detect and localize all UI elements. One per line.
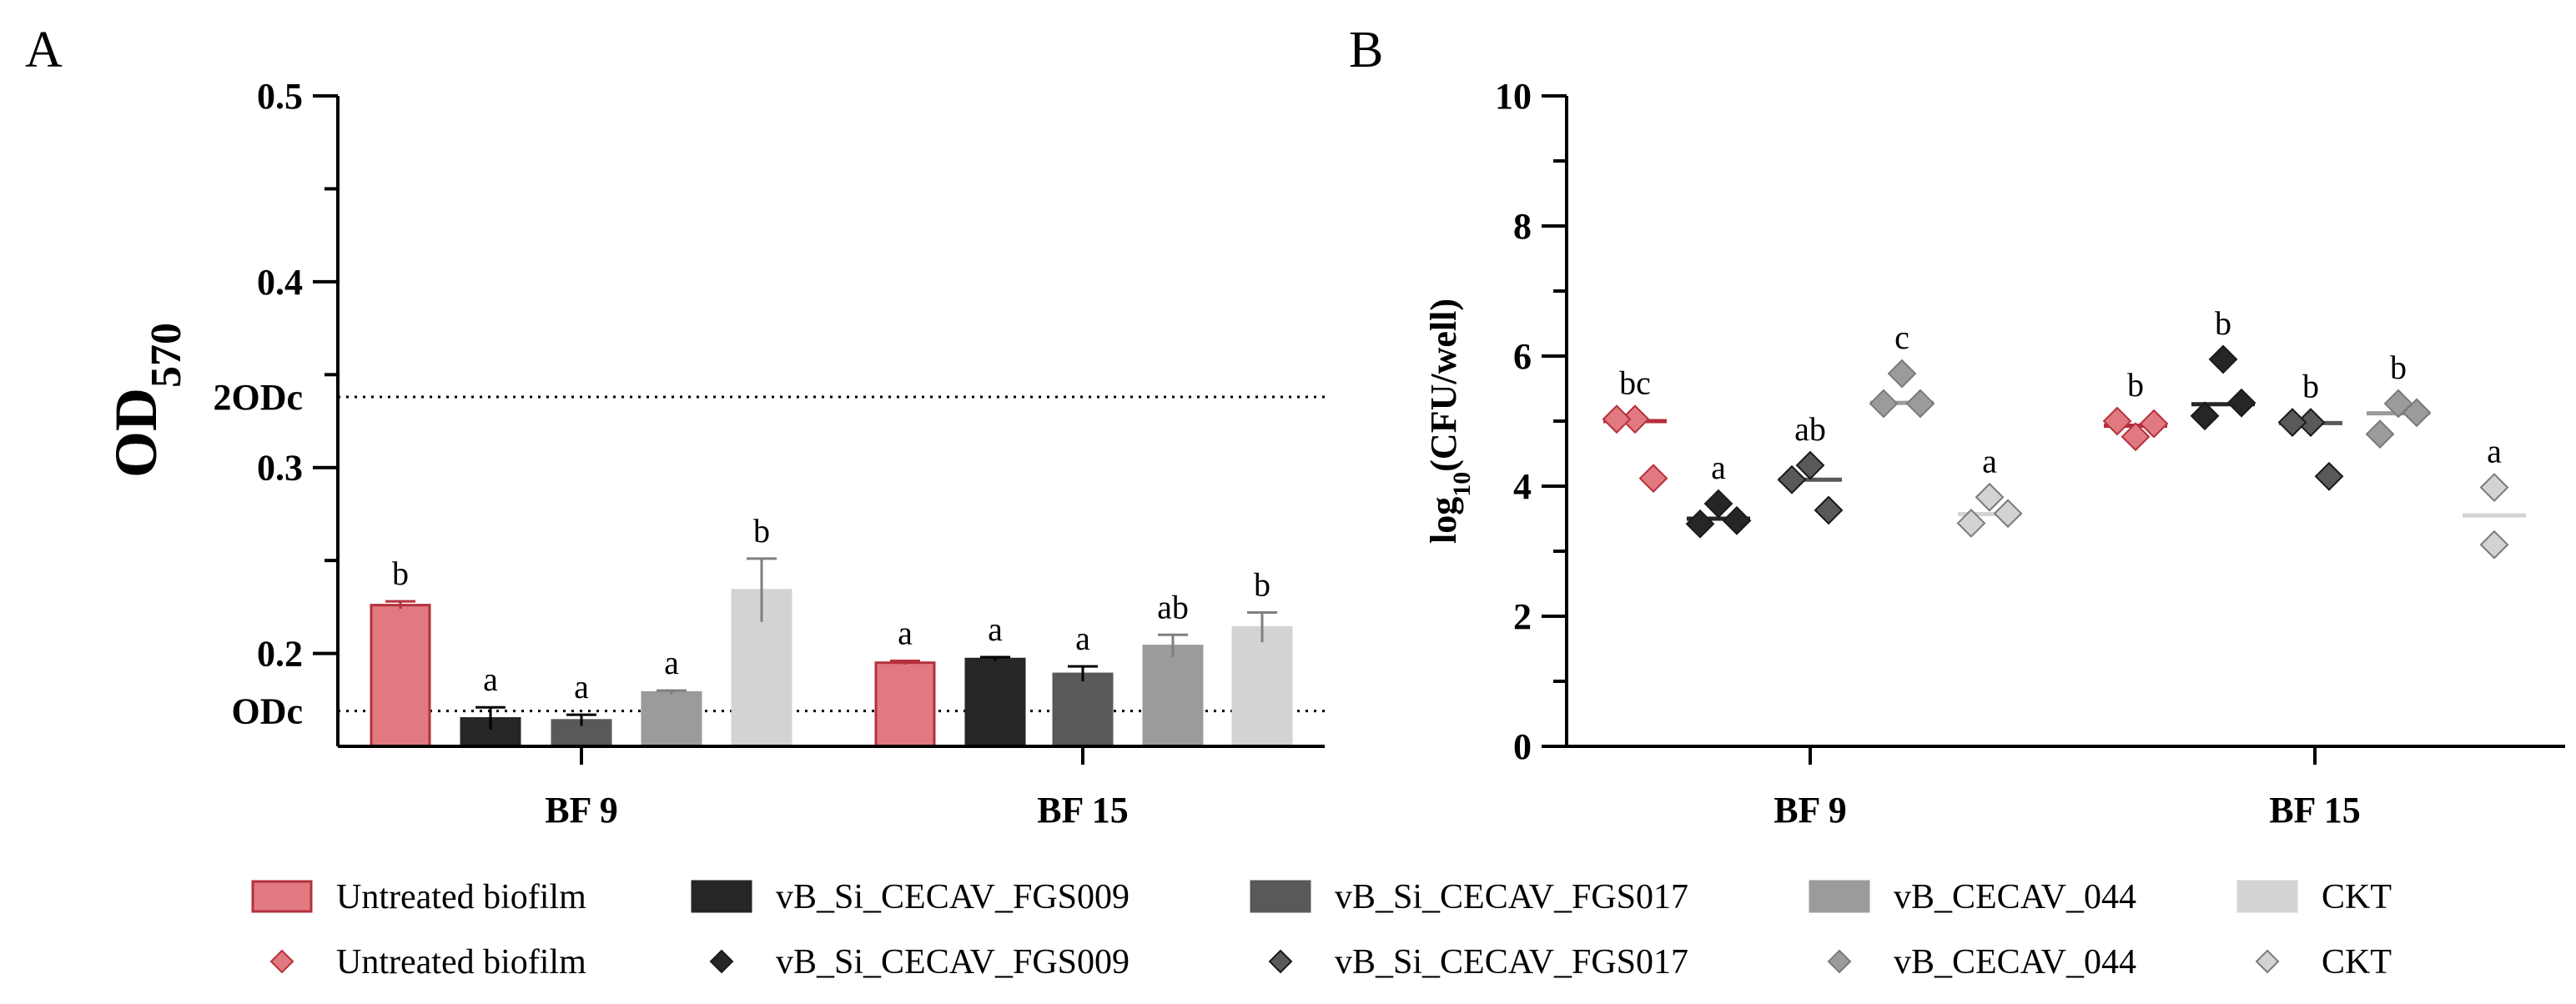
- bar-ckt-bf-15: [1231, 625, 1293, 748]
- data-point-untreated-biofilm: [1638, 464, 1668, 494]
- significance-letter: b: [753, 512, 770, 550]
- x-group-label-bf-9: BF 9: [545, 790, 618, 831]
- legend-marker-label-vb-cecav-044: vB_CECAV_044: [1894, 943, 2136, 981]
- bar-untreated-biofilm-bf-9: [370, 604, 431, 748]
- data-point-untreated-biofilm: [1602, 404, 1632, 434]
- data-point-vb-si-cecav-fgs017: [2277, 408, 2307, 437]
- panel-a: A 0.2 0.3 0.4 0.5 ODc 2ODc OD570 b a a a a a a ab b b BF 9…: [25, 22, 1325, 831]
- y-tick-label: 2: [1513, 596, 1532, 637]
- significance-letter: a: [1711, 449, 1726, 486]
- data-point-vb-si-cecav-fgs017: [1814, 495, 1844, 525]
- legend-marker-ckt: [2255, 949, 2280, 974]
- bar-vb-si-cecav-fgs017-bf-15: [1052, 672, 1114, 748]
- data-point-vb-si-cecav-fgs009: [1722, 505, 1752, 535]
- legend: Untreated biofilm vB_Si_CECAV_FGS009 vB_Si…: [251, 878, 2392, 981]
- significance-letter: b: [2215, 304, 2231, 342]
- data-point-vb-cecav-044: [2365, 419, 2395, 449]
- legend-bar-label-vb-cecav-044: vB_CECAV_044: [1894, 878, 2136, 916]
- significance-letter: c: [1894, 319, 1909, 356]
- data-point-vb-si-cecav-fgs009: [2208, 344, 2238, 374]
- data-point-vb-cecav-044: [1887, 359, 1917, 389]
- legend-bar-label-untreated-biofilm: Untreated biofilm: [336, 878, 586, 916]
- significance-letter: b: [2390, 349, 2407, 386]
- x-group-label-bf-9: BF 9: [1774, 790, 1847, 831]
- bar-vb-cecav-044-bf-9: [641, 690, 702, 748]
- data-point-vb-si-cecav-fgs009: [2190, 401, 2220, 431]
- y-tick-label: 0.2: [257, 634, 303, 675]
- y-tick-label: 4: [1513, 466, 1532, 507]
- y-axis-title: OD570: [103, 323, 190, 478]
- y-tick-label: 0.4: [257, 262, 303, 303]
- data-point-ckt: [2479, 530, 2509, 560]
- data-point-vb-si-cecav-fgs017: [1777, 464, 1807, 494]
- legend-bar-swatch-untreated-biofilm: [251, 880, 313, 913]
- data-point-vb-si-cecav-fgs009: [1703, 489, 1733, 519]
- y-tick-label: 8: [1513, 206, 1532, 247]
- significance-letter: b: [392, 555, 409, 592]
- significance-letter: a: [988, 610, 1003, 648]
- data-point-vb-si-cecav-fgs009: [1685, 509, 1715, 539]
- legend-bar-label-vb-si-cecav-fgs009: vB_Si_CECAV_FGS009: [776, 878, 1130, 916]
- data-point-vb-si-cecav-fgs009: [2226, 388, 2257, 418]
- y-tick-label: 10: [1495, 76, 1532, 117]
- legend-marker-label-vb-si-cecav-fgs009: vB_Si_CECAV_FGS009: [776, 943, 1130, 981]
- legend-bar-label-ckt: CKT: [2322, 878, 2392, 916]
- x-group-label-bf-15: BF 15: [2269, 790, 2361, 831]
- legend-bar-swatch-vb-cecav-044: [1809, 880, 1870, 913]
- significance-letter: ab: [1794, 410, 1826, 448]
- data-point-untreated-biofilm: [2121, 422, 2151, 452]
- legend-marker-vb-si-cecav-fgs009: [709, 949, 734, 974]
- y-tick-label: 6: [1513, 336, 1532, 377]
- y-tick-label: 0.3: [257, 448, 303, 489]
- y-tick-label: 0: [1513, 726, 1532, 767]
- legend-bar-label-vb-si-cecav-fgs017: vB_Si_CECAV_FGS017: [1335, 878, 1688, 916]
- significance-letter: a: [898, 614, 913, 651]
- legend-bar-swatch-vb-si-cecav-fgs009: [691, 880, 752, 913]
- significance-letter: a: [574, 668, 589, 705]
- legend-marker-vb-si-cecav-fgs017: [1268, 949, 1293, 974]
- bar-vb-cecav-044-bf-15: [1142, 645, 1204, 748]
- y-tick-label: 0.5: [257, 76, 303, 117]
- data-point-vb-si-cecav-fgs017: [1795, 450, 1825, 480]
- legend-marker-vb-cecav-044: [1827, 949, 1852, 974]
- significance-letter: b: [2302, 368, 2319, 405]
- reference-label-odc: ODc: [231, 691, 303, 732]
- reference-label-2odc: 2ODc: [213, 377, 303, 418]
- legend-marker-label-untreated-biofilm: Untreated biofilm: [336, 943, 586, 981]
- legend-marker-label-ckt: CKT: [2322, 943, 2392, 981]
- bar-untreated-biofilm-bf-15: [874, 661, 936, 748]
- y-axis-title: log10(CFU/well): [1423, 299, 1476, 544]
- data-point-ckt: [2479, 473, 2509, 502]
- data-point-ckt: [1975, 482, 2005, 512]
- data-point-ckt: [1993, 499, 2023, 529]
- data-point-vb-cecav-044: [2402, 398, 2432, 428]
- data-point-vb-si-cecav-fgs017: [2314, 461, 2344, 491]
- legend-marker-label-vb-si-cecav-fgs017: vB_Si_CECAV_FGS017: [1335, 943, 1688, 981]
- significance-letter: a: [1075, 620, 1090, 657]
- panel-letter-b: B: [1349, 22, 1383, 78]
- data-point-untreated-biofilm: [2102, 406, 2132, 436]
- data-point-ckt: [1956, 509, 1986, 538]
- significance-letter: bc: [1619, 364, 1651, 402]
- significance-letter: a: [664, 644, 679, 681]
- data-point-vb-cecav-044: [1869, 389, 1899, 419]
- significance-letter: a: [2487, 433, 2502, 470]
- significance-letter: a: [1982, 442, 1997, 479]
- bar-vb-si-cecav-fgs009-bf-15: [964, 657, 1026, 748]
- legend-marker-untreated-biofilm: [269, 949, 294, 974]
- significance-letter: a: [483, 660, 498, 698]
- panel-letter-a: A: [25, 22, 63, 78]
- significance-letter: b: [2127, 366, 2144, 404]
- data-point-vb-cecav-044: [1905, 389, 1935, 419]
- legend-bar-swatch-vb-si-cecav-fgs017: [1250, 880, 1311, 913]
- data-point-untreated-biofilm: [2139, 409, 2169, 439]
- significance-letter: b: [1254, 566, 1270, 604]
- legend-bar-swatch-ckt: [2236, 880, 2298, 913]
- significance-letter: ab: [1157, 588, 1189, 625]
- x-group-label-bf-15: BF 15: [1037, 790, 1129, 831]
